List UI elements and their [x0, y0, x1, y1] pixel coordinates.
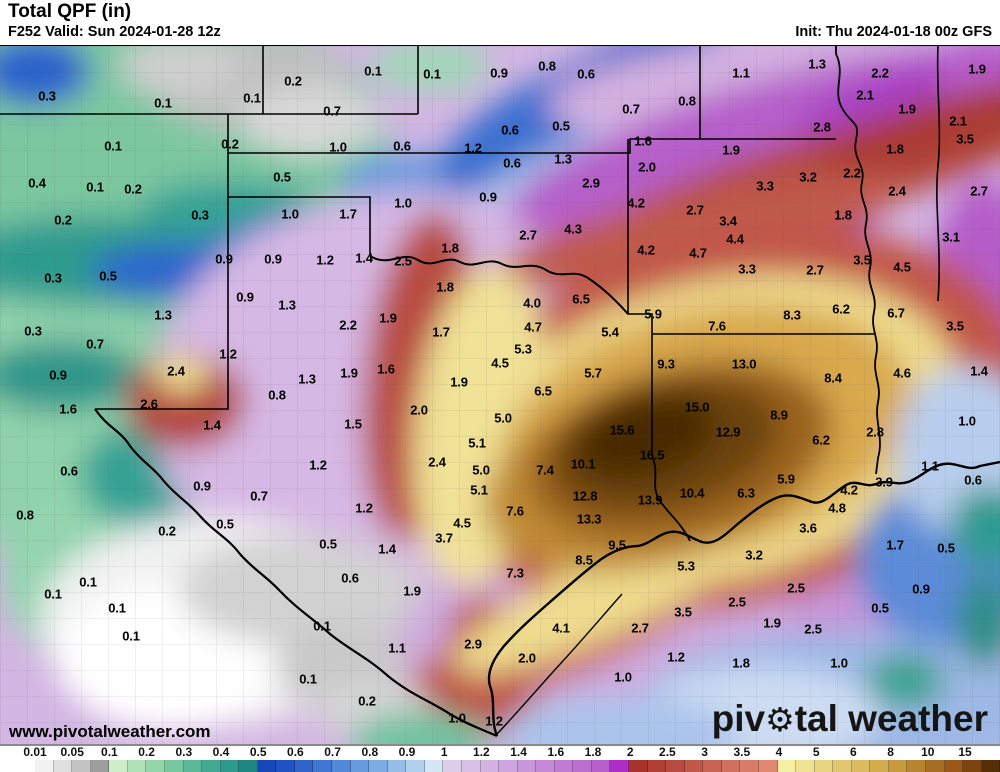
color-scale-segment [90, 760, 110, 772]
color-scale-segment [350, 760, 370, 772]
header: Total QPF (in) F252 Valid: Sun 2024-01-2… [0, 0, 1000, 45]
color-scale-tick: 0.9 [398, 745, 416, 759]
color-scale-segment [758, 760, 778, 772]
pivotal-weather-logo: piv⚙tal weather [712, 698, 988, 740]
watermark-text: www.pivotalweather.com [9, 722, 211, 741]
color-scale-segment [480, 760, 500, 772]
color-scale-tick: 2 [626, 745, 634, 759]
color-scale-segment [517, 760, 537, 772]
color-scale-tick: 8 [887, 745, 894, 759]
coastlines-rivers [94, 408, 1000, 737]
color-scale-tick: 1.2 [473, 745, 490, 759]
color-scale-tick: 6 [850, 745, 857, 759]
color-scale-segment [851, 760, 871, 772]
color-scale-segment [72, 760, 91, 772]
color-scale-segment [814, 760, 834, 772]
page-title: Total QPF (in) [8, 1, 132, 22]
color-scale-tick: 0.01 [23, 745, 47, 759]
logo-text-right: tal weather [794, 698, 988, 739]
color-scale-segment [647, 760, 667, 772]
color-scale-segment [220, 760, 240, 772]
color-scale-segment [870, 760, 889, 772]
color-scale-segment [53, 760, 73, 772]
gear-icon: ⚙ [765, 701, 795, 738]
color-scale-segment [35, 760, 54, 772]
color-scale-segment [424, 760, 444, 772]
color-scale-segment [499, 760, 518, 772]
color-scale-segment [981, 760, 1000, 772]
valid-time-label: F252 Valid: Sun 2024-01-28 12z [8, 24, 221, 40]
color-scale-segment [554, 760, 574, 772]
map-canvas: 0.3 0.1 0.1 0.2 0.1 0.1 0.9 0.7 0.1 0.2 1.0 0.6 1.2 0… [0, 45, 1000, 745]
color-scale-tick: 4 [775, 745, 783, 759]
color-scale-segment [536, 760, 555, 772]
color-scale-segment [629, 760, 648, 772]
color-scale-tick: 15 [958, 745, 972, 759]
color-scale-bar [35, 760, 1000, 772]
color-scale-tick: 3.5 [733, 745, 751, 759]
color-scale-segment [777, 760, 797, 772]
color-scale-segment [944, 760, 964, 772]
color-scale-segment [406, 760, 425, 772]
color-scale-segment [610, 760, 629, 772]
color-scale-tick: 0.3 [175, 745, 193, 759]
color-scale-tick: 0.4 [212, 745, 230, 759]
color-scale-segment [183, 760, 203, 772]
color-scale-segment [146, 760, 165, 772]
color-scale-segment [684, 760, 704, 772]
color-scale-segment [573, 760, 592, 772]
color-scale-segment [294, 760, 314, 772]
color-scale-tick: 1.8 [584, 745, 602, 759]
color-scale-tick: 1 [440, 745, 448, 759]
color-scale-segment [443, 760, 462, 772]
color-scale-tick: 0.05 [60, 745, 84, 759]
color-scale-segment [127, 760, 147, 772]
color-scale-tick: 0.1 [101, 745, 118, 759]
color-scale-segment [461, 760, 481, 772]
init-time-label: Init: Thu 2024-01-18 00z GFS [795, 24, 992, 40]
color-scale-tick: 1.4 [510, 745, 527, 759]
color-scale-tick: 0.6 [287, 745, 304, 759]
color-scale-tick: 5 [812, 745, 820, 759]
color-scale-segment [740, 760, 759, 772]
color-scale-tick: 10 [921, 745, 935, 759]
color-scale-segment [202, 760, 221, 772]
color-scale-tick: 0.8 [361, 745, 379, 759]
color-scale: 0.01 0.05 0.1 0.2 0.3 0.4 0.5 0.6 0.7 0.8 0.9 1 1.2 1… [0, 744, 1000, 772]
color-scale-tick: 0.5 [249, 745, 267, 759]
color-scale-ticks: 0.01 0.05 0.1 0.2 0.3 0.4 0.5 0.6 0.7 0.8 0.9 1 1.2 1… [0, 746, 1000, 759]
color-scale-tick: 0.7 [324, 745, 341, 759]
color-scale-segment [369, 760, 388, 772]
color-scale-segment [387, 760, 407, 772]
color-scale-segment [703, 760, 722, 772]
color-scale-segment [332, 760, 351, 772]
color-scale-segment [666, 760, 685, 772]
qpf-contour-field [0, 46, 1000, 745]
color-scale-segment [591, 760, 611, 772]
color-scale-segment [257, 760, 277, 772]
color-scale-tick: 0.2 [138, 745, 155, 759]
color-scale-segment [963, 760, 982, 772]
color-scale-segment [796, 760, 815, 772]
color-scale-segment [721, 760, 741, 772]
color-scale-segment [833, 760, 852, 772]
color-scale-segment [888, 760, 908, 772]
color-scale-segment [276, 760, 295, 772]
county-grid [0, 46, 1000, 745]
color-scale-segment [926, 760, 945, 772]
color-scale-segment [239, 760, 258, 772]
color-scale-tick: 2.5 [659, 745, 676, 759]
color-scale-segment [907, 760, 926, 772]
color-scale-tick: 1.6 [547, 745, 565, 759]
state-borders [0, 46, 941, 542]
color-scale-tick: 3 [701, 745, 708, 759]
color-scale-segment [164, 760, 184, 772]
color-scale-segment [109, 760, 128, 772]
color-scale-segment [313, 760, 332, 772]
logo-text-left: piv [711, 698, 766, 739]
